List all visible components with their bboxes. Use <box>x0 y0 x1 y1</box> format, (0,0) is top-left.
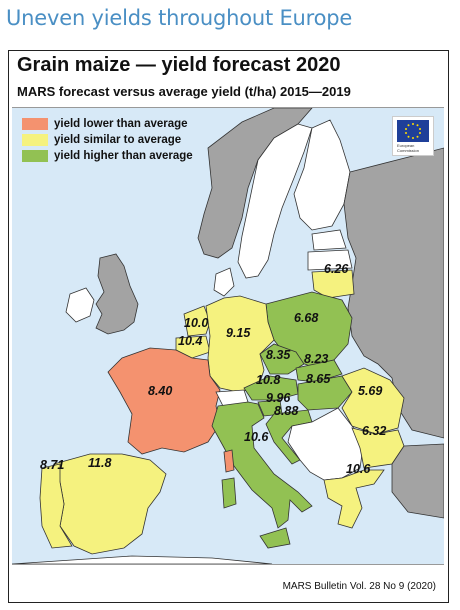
portugal-shape <box>39 463 73 549</box>
romania-shape <box>341 367 405 435</box>
balkans-shape <box>287 407 365 481</box>
lithuania-shape <box>311 269 355 299</box>
belgium-shape <box>175 335 211 359</box>
netherlands-shape <box>183 305 211 337</box>
value-label: 10.6 <box>244 430 269 444</box>
greece-shape <box>323 469 385 529</box>
value-label: 8.88 <box>274 404 299 418</box>
value-label: 6.32 <box>362 424 387 438</box>
value-label: 8.71 <box>40 458 65 472</box>
estonia-shape <box>311 229 347 251</box>
value-label: 8.35 <box>266 348 291 362</box>
africa-shape <box>12 555 273 564</box>
value-label: 10.0 <box>184 316 209 330</box>
uk-shape <box>95 253 139 335</box>
page-headline: Uneven yields throughout Europe <box>6 6 353 30</box>
corsica-shape <box>223 449 235 473</box>
ireland-shape <box>65 287 95 323</box>
map-legend: yield lower than average yield similar t… <box>22 116 193 164</box>
map-figure: Grain maize — yield forecast 2020 MARS f… <box>8 50 449 603</box>
east-shape <box>343 147 444 439</box>
value-label: 5.69 <box>358 384 383 398</box>
sweden-shape <box>237 123 313 279</box>
legend-label: yield similar to average <box>54 134 182 146</box>
map-title: Grain maize — yield forecast 2020 <box>17 54 341 76</box>
map-subtitle: MARS forecast versus average yield (t/ha… <box>17 84 351 99</box>
europe-map: yield lower than average yield similar t… <box>12 107 444 565</box>
source-note: MARS Bulletin Vol. 28 No 9 (2020) <box>282 581 436 592</box>
value-label: 8.65 <box>306 372 331 386</box>
value-label: 9.15 <box>226 326 251 340</box>
norway-shape <box>197 108 313 259</box>
latvia-shape <box>307 249 353 271</box>
denmark-shape <box>213 267 235 297</box>
legend-item-lower: yield lower than average <box>22 116 193 132</box>
legend-swatch <box>22 118 48 130</box>
legend-label: yield higher than average <box>54 150 193 162</box>
eu-logo: European Commission <box>392 116 434 156</box>
czechia-shape <box>259 343 305 375</box>
value-label: 8.40 <box>148 384 173 398</box>
value-label: 9.96 <box>266 391 291 405</box>
legend-swatch <box>22 134 48 146</box>
value-label: 10.6 <box>346 462 371 476</box>
eu-flag-icon <box>397 120 429 142</box>
value-label: 11.8 <box>88 456 112 470</box>
map-shapes <box>12 108 444 564</box>
france-shape <box>107 347 221 455</box>
sicily-shape <box>259 527 291 549</box>
legend-label: yield lower than average <box>54 118 188 130</box>
value-label: 6.68 <box>294 311 319 325</box>
value-label: 10.4 <box>178 334 203 348</box>
legend-swatch <box>22 150 48 162</box>
finland-shape <box>293 119 351 231</box>
value-label: 6.26 <box>324 262 349 276</box>
sardinia-shape <box>221 477 237 509</box>
legend-item-similar: yield similar to average <box>22 132 193 148</box>
legend-item-higher: yield higher than average <box>22 148 193 164</box>
eu-logo-text: European Commission <box>397 143 420 153</box>
turkey-shape <box>391 443 444 519</box>
value-label: 8.23 <box>304 352 329 366</box>
value-label: 10.8 <box>256 373 281 387</box>
croatia-shape <box>265 409 313 465</box>
